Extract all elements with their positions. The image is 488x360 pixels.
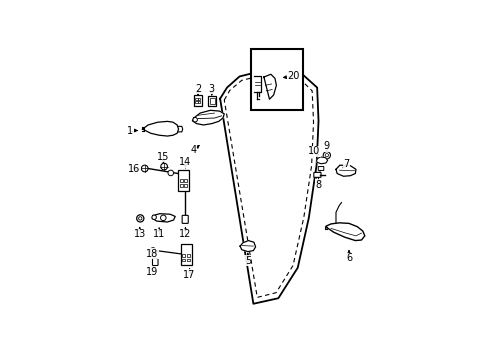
Text: 8: 8 [315, 180, 321, 190]
FancyBboxPatch shape [152, 258, 158, 266]
Circle shape [137, 215, 143, 222]
Bar [182, 254, 185, 257]
Bar [186, 258, 189, 261]
Circle shape [193, 117, 197, 122]
Bar [179, 184, 183, 187]
Text: 4: 4 [190, 145, 197, 155]
Polygon shape [335, 165, 355, 176]
Text: 6: 6 [345, 253, 351, 263]
Circle shape [160, 215, 166, 221]
Bar [186, 254, 189, 257]
Text: 18: 18 [146, 249, 158, 259]
Text: 5: 5 [244, 256, 250, 266]
Circle shape [152, 215, 156, 220]
Circle shape [141, 165, 148, 172]
Text: 17: 17 [183, 270, 195, 280]
Text: 14: 14 [179, 157, 191, 167]
Text: 11: 11 [153, 229, 165, 239]
Circle shape [168, 170, 173, 176]
FancyBboxPatch shape [313, 172, 320, 177]
Text: 20: 20 [287, 72, 299, 81]
Text: 1: 1 [127, 126, 133, 135]
Bar [178, 170, 189, 191]
Polygon shape [192, 110, 224, 125]
Bar [195, 102, 197, 103]
Bar [179, 179, 183, 182]
Text: 12: 12 [179, 229, 191, 239]
Circle shape [150, 248, 156, 253]
Bar [195, 98, 197, 100]
Bar [208, 96, 216, 105]
Text: 3: 3 [208, 84, 214, 94]
Bar [181, 244, 191, 265]
Circle shape [138, 217, 142, 220]
Text: 15: 15 [157, 152, 169, 162]
FancyBboxPatch shape [318, 167, 323, 170]
FancyBboxPatch shape [182, 215, 188, 223]
Text: 9: 9 [323, 141, 329, 151]
Bar [183, 184, 187, 187]
Polygon shape [316, 157, 327, 164]
Circle shape [161, 163, 167, 170]
Circle shape [323, 152, 330, 159]
Bar [193, 95, 202, 106]
Polygon shape [152, 214, 175, 222]
Text: 10: 10 [307, 146, 320, 156]
Text: 2: 2 [194, 84, 201, 94]
Bar [182, 258, 185, 261]
Bar [210, 98, 214, 104]
Bar [198, 102, 200, 103]
Text: 19: 19 [146, 267, 158, 277]
Bar [250, 49, 303, 110]
Text: 16: 16 [128, 164, 140, 174]
Polygon shape [240, 240, 255, 252]
Bar [183, 179, 187, 182]
Text: 13: 13 [133, 229, 145, 239]
Bar [198, 98, 200, 100]
Circle shape [325, 153, 328, 157]
Text: 7: 7 [343, 159, 348, 169]
Polygon shape [325, 223, 364, 240]
